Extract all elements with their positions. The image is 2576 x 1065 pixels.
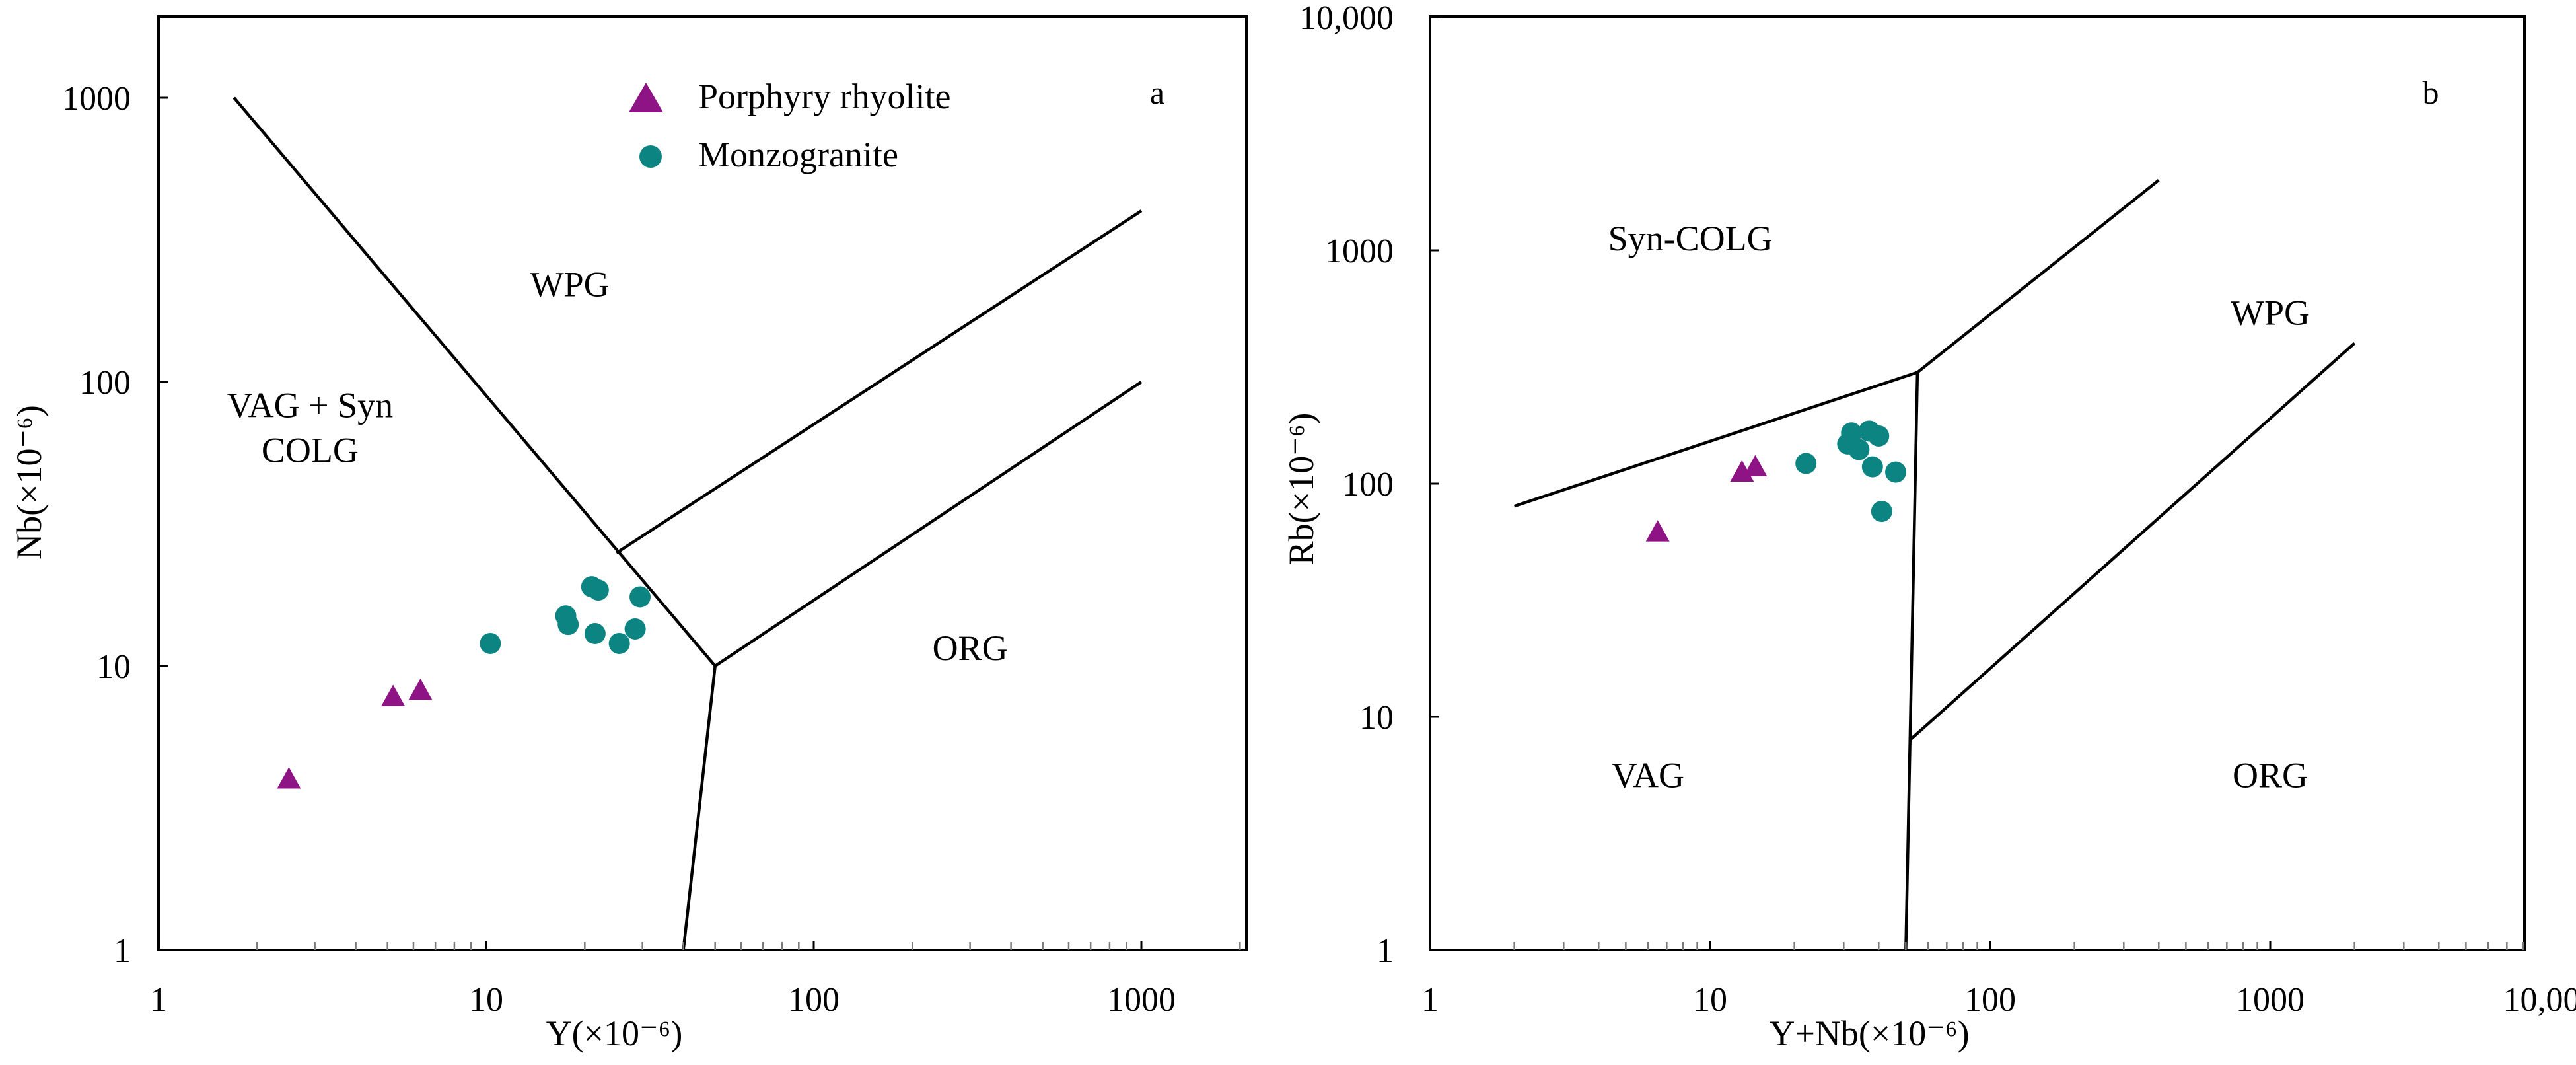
monzogranite-point: [608, 632, 630, 654]
monzogranite-point: [1868, 425, 1890, 447]
monzogranite-point: [629, 586, 651, 608]
boundary-line: [1910, 342, 2356, 741]
field-label: ORG: [2233, 755, 2308, 795]
monzogranite-point: [557, 614, 579, 636]
monzogranite-point: [480, 632, 501, 654]
panel-label-b: b: [2423, 74, 2439, 111]
porphyry-rhyolite-point: [277, 767, 301, 789]
panel-b: 1 10 100 1000 10,000 1 10 100 1000 10,000 Syn-COL…: [1281, 0, 2576, 1053]
legend-circle-marker: [639, 145, 662, 168]
x-axis-title-b: Y+Nb(×10⁻⁶): [1769, 1013, 1969, 1053]
field-label-line: VAG + Syn: [227, 386, 394, 425]
monzogranite-point: [584, 623, 606, 645]
field-label-line: WPG: [530, 265, 610, 305]
x-tick-label: 10: [1693, 981, 1727, 1019]
x-tick-label: 1: [1421, 981, 1439, 1019]
ticks-a: 1 10 100 1000 1 10 100 1000: [62, 80, 1241, 1019]
x-tick-label: 100: [788, 981, 840, 1019]
porphyry-rhyolite-point: [408, 679, 433, 700]
field-label: WPG: [2231, 293, 2310, 333]
field-label: VAG + Syn COLG: [227, 386, 394, 470]
field-label-line: VAG: [1612, 755, 1684, 795]
y-tick-label: 10: [1359, 699, 1394, 737]
x-tick-label: 1000: [1107, 981, 1176, 1019]
y-axis-title-a: Nb(×10⁻⁶): [9, 405, 49, 560]
field-label-line: ORG: [2233, 755, 2308, 795]
boundary-line: [233, 96, 717, 667]
boundary-line: [714, 381, 1143, 667]
x-tick-label: 100: [1964, 981, 2016, 1019]
y-tick-label: 100: [1342, 466, 1394, 503]
monzogranite-point: [1861, 456, 1883, 478]
boundary-line: [1904, 372, 1919, 951]
legend-triangle-marker: [629, 83, 663, 112]
porphyry-rhyolite-point: [381, 684, 406, 706]
panel-a: 1 10 100 1000 1 10 100 1000 VAG + Syn COLG WPG ORG…: [9, 15, 1248, 1053]
x-tick-label: 1: [150, 981, 167, 1019]
monzogranite-point: [1841, 422, 1863, 444]
points-b: [1645, 420, 1907, 542]
y-tick-label: 10: [96, 648, 131, 686]
x-tick-label: 10: [469, 981, 503, 1019]
monzogranite-point: [1871, 501, 1892, 523]
fields-b: Syn-COLG WPG VAG ORG: [1608, 219, 2310, 795]
field-label-line: WPG: [2231, 293, 2310, 333]
y-tick-label: 1: [1377, 932, 1394, 970]
field-label-line: COLG: [262, 431, 359, 470]
y-axis-title-b: Rb(×10⁻⁶): [1281, 413, 1321, 566]
x-tick-label: 1000: [2236, 981, 2305, 1019]
field-label: ORG: [933, 628, 1008, 668]
plot-frame-a: [157, 15, 1248, 951]
boundary-line: [1916, 178, 2160, 374]
y-tick-label: 10,000: [1299, 0, 1394, 37]
legend: Porphyry rhyolite Monzogranite: [629, 77, 950, 174]
x-axis-title-a: Y(×10⁻⁶): [546, 1013, 683, 1053]
boundary-line: [1513, 371, 1918, 508]
monzogranite-point: [1795, 453, 1817, 474]
field-label: VAG: [1612, 755, 1684, 795]
boundaries-b: [1513, 178, 2356, 951]
legend-label-porphyry-rhyolite: Porphyry rhyolite: [698, 77, 950, 116]
points-a: [277, 576, 651, 789]
monzogranite-point: [587, 579, 609, 601]
plot-frame-b: [1429, 15, 2526, 951]
monzogranite-point: [1885, 461, 1907, 483]
legend-label-monzogranite: Monzogranite: [698, 135, 898, 174]
field-label-line: Syn-COLG: [1608, 219, 1773, 258]
fields-a: VAG + Syn COLG WPG ORG: [227, 265, 1008, 668]
x-tick-label: 10,000: [2503, 981, 2576, 1019]
boundary-line: [682, 665, 717, 951]
field-label: WPG: [530, 265, 610, 305]
porphyry-rhyolite-point: [1645, 520, 1670, 542]
ticks-b: 1 10 100 1000 10,000 1 10 100 1000 10,000: [1299, 0, 2576, 1019]
y-tick-label: 1000: [62, 80, 131, 118]
monzogranite-point: [624, 618, 646, 640]
panel-label-a: a: [1150, 74, 1164, 111]
field-label: Syn-COLG: [1608, 219, 1773, 258]
field-label-line: ORG: [933, 628, 1008, 668]
boundary-line: [616, 209, 1143, 554]
monzogranite-point: [1848, 439, 1870, 460]
y-tick-label: 1: [114, 932, 131, 970]
porphyry-rhyolite-point: [1743, 455, 1768, 477]
boundaries-a: [233, 96, 1143, 951]
y-tick-label: 1000: [1325, 233, 1394, 270]
y-tick-label: 100: [79, 364, 131, 402]
